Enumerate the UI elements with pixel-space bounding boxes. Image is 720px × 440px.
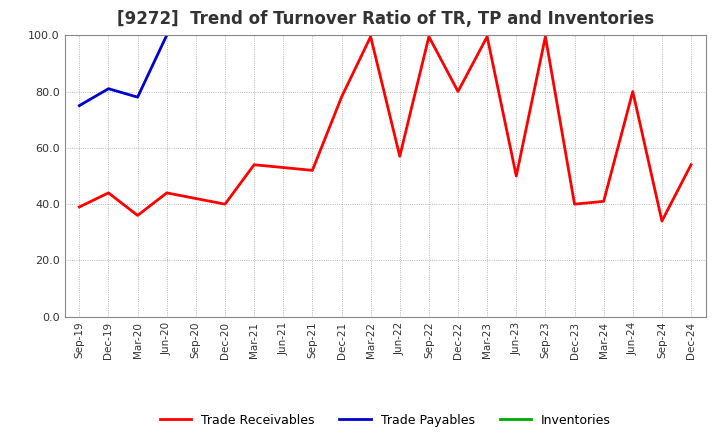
Trade Receivables	[454, 89, 462, 94]
Line: Trade Receivables: Trade Receivables	[79, 37, 691, 221]
Trade Receivables	[483, 34, 492, 39]
Trade Receivables	[570, 202, 579, 207]
Trade Receivables	[220, 202, 229, 207]
Trade Receivables	[599, 199, 608, 204]
Trade Payables	[75, 103, 84, 108]
Trade Receivables	[192, 196, 200, 201]
Trade Receivables	[395, 154, 404, 159]
Trade Payables	[133, 95, 142, 100]
Trade Receivables	[541, 34, 550, 39]
Trade Receivables	[629, 89, 637, 94]
Trade Payables	[104, 86, 113, 92]
Trade Receivables	[104, 190, 113, 195]
Legend: Trade Receivables, Trade Payables, Inventories: Trade Receivables, Trade Payables, Inven…	[153, 407, 617, 433]
Trade Receivables	[308, 168, 317, 173]
Trade Receivables	[75, 204, 84, 209]
Trade Receivables	[687, 162, 696, 167]
Trade Receivables	[337, 95, 346, 100]
Trade Receivables	[366, 34, 375, 39]
Trade Receivables	[657, 218, 666, 224]
Trade Receivables	[133, 213, 142, 218]
Trade Payables	[163, 33, 171, 38]
Trade Receivables	[512, 173, 521, 179]
Trade Receivables	[279, 165, 287, 170]
Title: [9272]  Trend of Turnover Ratio of TR, TP and Inventories: [9272] Trend of Turnover Ratio of TR, TP…	[117, 10, 654, 28]
Line: Trade Payables: Trade Payables	[79, 35, 167, 106]
Trade Receivables	[163, 190, 171, 195]
Trade Receivables	[250, 162, 258, 167]
Trade Receivables	[425, 34, 433, 39]
